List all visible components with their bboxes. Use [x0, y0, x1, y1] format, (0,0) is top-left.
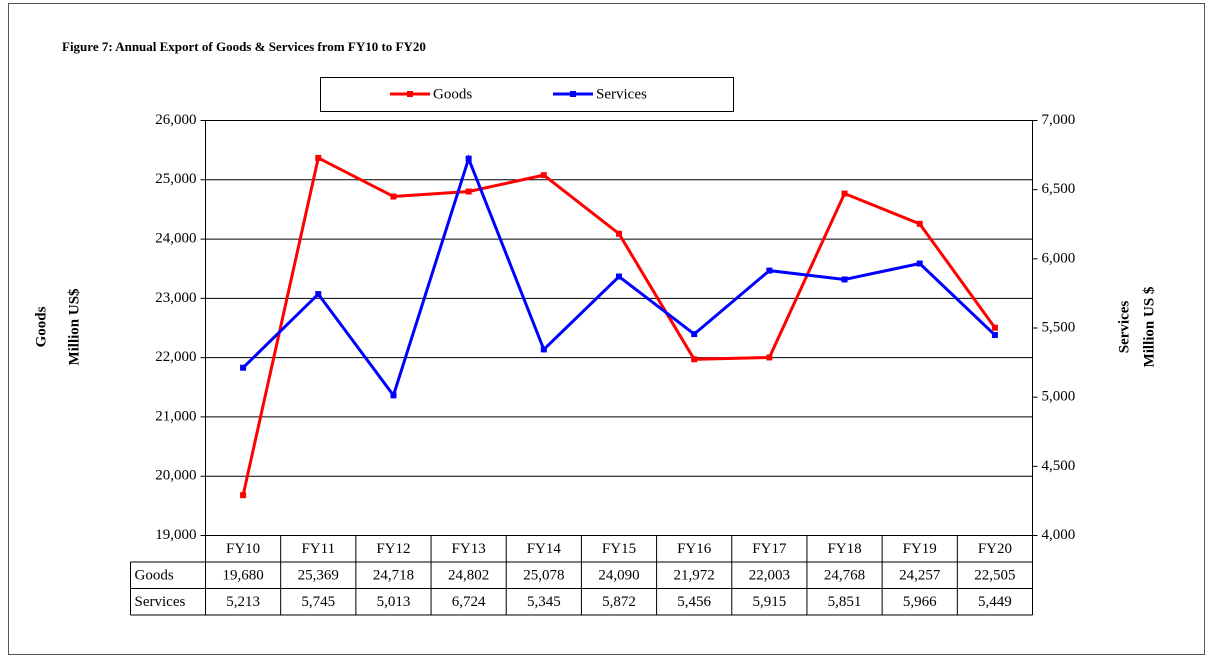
y-tick-label: 25,000: [155, 171, 196, 187]
data-point: [540, 346, 547, 353]
legend-label: Services: [596, 86, 647, 102]
table-cell: 5,966: [903, 594, 937, 610]
data-point: [841, 276, 848, 283]
x-tick-label: FY13: [452, 541, 486, 557]
y2-tick-label: 4,500: [1042, 458, 1076, 474]
x-tick-label: FY18: [827, 541, 861, 557]
data-point: [540, 172, 547, 179]
y2-tick-label: 4,000: [1042, 527, 1076, 543]
data-point: [766, 354, 773, 361]
table-cell: 5,456: [677, 594, 711, 610]
table-cell: 24,718: [373, 568, 414, 584]
table-cell: 5,449: [978, 594, 1012, 610]
data-point: [390, 392, 397, 399]
table-cell: 5,872: [602, 594, 636, 610]
table-cell: 25,078: [523, 568, 564, 584]
legend-marker: [570, 91, 576, 97]
data-point: [616, 273, 622, 280]
x-tick-label: FY17: [752, 541, 787, 557]
x-tick-label: FY14: [527, 541, 562, 557]
x-tick-label: FY12: [376, 541, 410, 557]
y2-axis-unit: Million US $: [1141, 286, 1157, 367]
series-line: [241, 155, 997, 496]
table-cell: 24,802: [448, 568, 489, 584]
table-cell: 24,257: [899, 568, 941, 584]
y-axis-unit: Million US$: [66, 288, 82, 366]
data-point: [315, 291, 322, 298]
table-cell: 24,768: [824, 568, 865, 584]
x-tick-label: FY19: [903, 541, 937, 557]
data-point: [841, 190, 848, 197]
data-point: [916, 260, 923, 267]
y2-tick-label: 7,000: [1042, 112, 1076, 128]
data-point: [465, 155, 472, 162]
table-cell: 5,851: [828, 594, 862, 610]
data-point: [240, 492, 247, 499]
y-tick-label: 20,000: [155, 468, 196, 484]
table-row-label: Goods: [135, 568, 174, 584]
y-tick-label: 22,000: [155, 349, 196, 365]
data-point: [390, 193, 397, 200]
y2-tick-label: 5,000: [1042, 389, 1076, 405]
x-tick-label: FY15: [602, 541, 636, 557]
table-cell: 22,505: [974, 568, 1015, 584]
data-point: [991, 332, 998, 339]
data-point: [991, 324, 998, 331]
table-row-label: Services: [135, 594, 186, 610]
x-tick-label: FY20: [978, 541, 1012, 557]
y2-tick-label: 6,000: [1042, 250, 1076, 266]
y2-tick-label: 5,500: [1042, 319, 1076, 335]
table-cell: 5,213: [226, 594, 260, 610]
plot-area: [205, 120, 1033, 536]
data-point: [766, 267, 773, 274]
x-tick-label: FY11: [301, 541, 335, 557]
y-tick-label: 19,000: [155, 527, 196, 543]
table-cell: 6,724: [452, 594, 486, 610]
data-point: [616, 230, 622, 237]
x-tick-label: FY16: [677, 541, 712, 557]
data-point: [916, 220, 923, 227]
data-point: [240, 364, 247, 371]
table-cell: 19,680: [222, 568, 263, 584]
table-cell: 22,003: [749, 568, 790, 584]
y2-tick-label: 6,500: [1042, 181, 1076, 197]
y-tick-label: 23,000: [155, 290, 196, 306]
table-cell: 24,090: [598, 568, 639, 584]
data-point: [315, 154, 322, 161]
table-cell: 25,369: [298, 568, 339, 584]
y-axis-title: Goods: [33, 306, 49, 347]
legend-marker: [407, 91, 413, 97]
y-tick-label: 24,000: [155, 231, 196, 247]
table-cell: 5,745: [301, 594, 335, 610]
y-tick-label: 26,000: [155, 112, 196, 128]
table-cell: 21,972: [674, 568, 715, 584]
table-cell: 5,013: [377, 594, 411, 610]
legend-box: [320, 77, 734, 112]
y-tick-label: 21,000: [155, 408, 196, 424]
data-point: [691, 331, 698, 338]
data-point: [691, 356, 698, 363]
x-tick-label: FY10: [226, 541, 260, 557]
chart-title: Figure 7: Annual Export of Goods & Servi…: [62, 39, 426, 54]
table-cell: 5,345: [527, 594, 561, 610]
legend-label: Goods: [433, 86, 472, 102]
data-point: [465, 188, 472, 195]
chart-border: [8, 3, 1205, 655]
y2-axis-title: Services: [1116, 301, 1132, 354]
table-cell: 5,915: [752, 594, 786, 610]
